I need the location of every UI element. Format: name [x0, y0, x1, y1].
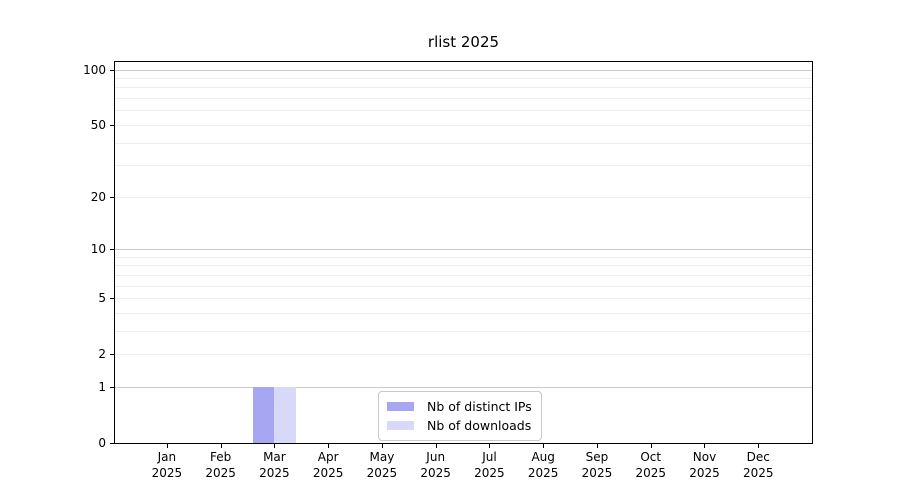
x-tick-label-month: Jun	[426, 450, 446, 464]
x-tick-label-year: 2025	[151, 465, 183, 480]
x-tick-label-month: Jan	[157, 450, 177, 464]
gridline-minor	[115, 165, 812, 167]
legend: Nb of distinct IPs Nb of downloads	[378, 391, 542, 441]
legend-item-downloads: Nb of downloads	[387, 418, 532, 433]
y-axis-tick	[110, 354, 114, 356]
x-tick-label-month: May	[369, 450, 395, 464]
x-axis-tick	[704, 444, 706, 448]
x-tick-label-month: Feb	[210, 450, 232, 464]
x-tick-label-year: 2025	[581, 465, 613, 480]
gridline-minor	[115, 298, 812, 300]
x-tick-label-year: 2025	[420, 465, 451, 480]
x-tick-label: Mar 2025	[234, 450, 314, 481]
bar-distinct-ips	[252, 386, 275, 443]
x-tick-label: Feb 2025	[181, 450, 261, 481]
y-tick-label: 2	[98, 347, 106, 362]
x-tick-label-year: 2025	[366, 465, 398, 480]
x-tick-label-year: 2025	[474, 465, 505, 480]
x-tick-label: Jul 2025	[449, 450, 529, 481]
x-tick-label: Oct 2025	[611, 450, 691, 481]
x-tick-label: Sep 2025	[557, 450, 637, 481]
y-tick-label: 100	[83, 62, 106, 77]
x-tick-label: Aug 2025	[503, 450, 583, 481]
y-axis-tick	[110, 196, 114, 198]
legend-label-distinct-ips: Nb of distinct IPs	[427, 399, 532, 414]
gridline-minor	[115, 354, 812, 356]
x-tick-label-month: Aug	[531, 450, 555, 464]
gridline-minor	[115, 285, 812, 287]
x-tick-label-year: 2025	[689, 465, 720, 480]
x-tick-label-year: 2025	[527, 465, 559, 480]
gridline-minor	[115, 124, 812, 126]
x-axis-tick	[489, 444, 491, 448]
x-tick-label-month: Dec	[746, 450, 770, 464]
x-tick-label: Apr 2025	[288, 450, 368, 481]
gridline-minor	[115, 312, 812, 314]
gridline-minor	[115, 196, 812, 198]
x-tick-label-month: Nov	[692, 450, 717, 464]
y-axis-tick	[110, 386, 114, 388]
x-axis-tick	[650, 444, 652, 448]
y-axis-tick	[110, 124, 114, 126]
gridline-major	[115, 386, 812, 388]
x-tick-label-year: 2025	[312, 465, 344, 480]
gridline-minor	[115, 98, 812, 100]
y-tick-label: 1	[98, 379, 106, 394]
gridline-minor	[115, 274, 812, 276]
legend-swatch-distinct-ips-icon	[387, 402, 414, 411]
gridline-minor	[115, 330, 812, 332]
x-axis-tick	[328, 444, 330, 448]
x-axis-tick	[435, 444, 437, 448]
x-tick-label-year: 2025	[205, 465, 236, 480]
y-axis-tick	[110, 298, 114, 300]
x-axis-tick	[220, 444, 222, 448]
x-tick-label: Jun 2025	[396, 450, 476, 481]
gridline-major	[115, 69, 812, 71]
x-tick-label: May 2025	[342, 450, 422, 481]
gridline-major	[115, 249, 812, 250]
x-axis-tick	[596, 444, 598, 448]
y-tick-label: 10	[90, 242, 106, 256]
y-axis-tick	[110, 69, 114, 71]
x-axis-tick	[381, 444, 383, 448]
legend-swatch-downloads-icon	[387, 421, 414, 430]
bar-downloads	[274, 386, 296, 443]
x-axis-tick	[166, 444, 168, 448]
y-tick-label: 20	[90, 189, 106, 204]
gridline-minor	[115, 87, 812, 89]
gridline-minor	[115, 256, 812, 258]
plot-area: Nb of distinct IPs Nb of downloads	[114, 61, 813, 444]
chart-title: rlist 2025	[427, 33, 500, 51]
y-tick-label: 5	[98, 291, 106, 306]
x-tick-label-month: Mar	[263, 450, 286, 464]
gridline-minor	[115, 78, 812, 80]
x-tick-label-year: 2025	[742, 465, 774, 480]
y-axis-tick	[110, 443, 114, 444]
x-tick-label-year: 2025	[635, 465, 666, 480]
x-tick-label-month: Oct	[640, 450, 662, 464]
gridline-minor	[115, 142, 812, 144]
x-tick-label: Dec 2025	[718, 450, 798, 481]
x-tick-label-month: Sep	[585, 450, 609, 464]
x-axis-tick	[758, 444, 760, 448]
legend-item-distinct-ips: Nb of distinct IPs	[387, 399, 532, 414]
x-tick-label-year: 2025	[259, 465, 290, 480]
y-tick-label: 50	[90, 117, 106, 132]
x-tick-label-month: Jul	[482, 450, 497, 464]
legend-label-downloads: Nb of downloads	[427, 418, 532, 433]
y-tick-label: 0	[98, 436, 106, 450]
x-axis-tick	[274, 444, 276, 448]
x-tick-label: Jan 2025	[127, 450, 207, 481]
x-tick-label: Nov 2025	[664, 450, 744, 481]
gridline-minor	[115, 265, 812, 267]
x-axis-tick	[543, 444, 545, 448]
x-tick-label-month: Apr	[317, 450, 339, 464]
y-axis-tick	[110, 249, 114, 250]
gridline-minor	[115, 110, 812, 112]
